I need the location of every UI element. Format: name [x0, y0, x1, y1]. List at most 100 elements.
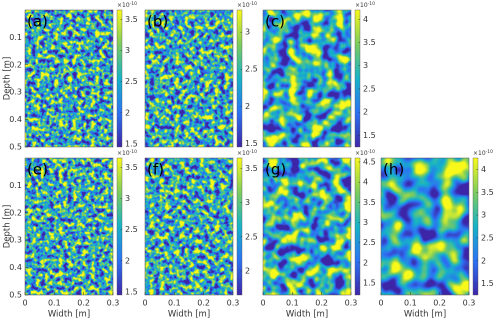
- colorbar-scale: ×10-10: [237, 1, 257, 9]
- x-tick-label: 0.3: [107, 299, 120, 308]
- axes-frame: [24, 9, 114, 148]
- colorbar-tick-label: 2.5: [481, 233, 494, 242]
- colorbar-tick-label: 3: [245, 198, 250, 207]
- colorbar-tick-label: 3: [481, 211, 486, 220]
- axes-frame: [144, 157, 234, 296]
- x-tick-label: 0.3: [227, 299, 240, 308]
- axes-frame: [144, 9, 234, 148]
- heatmap-image: [25, 10, 113, 147]
- colorbar-scale: ×10-10: [355, 1, 375, 9]
- scale-base: ×10: [355, 2, 368, 9]
- colorbar-tick-label: 3.5: [125, 163, 138, 172]
- x-axis-label: Width [m]: [168, 310, 210, 320]
- colorbar: [116, 9, 123, 148]
- colorbar-tick-label: 4.5: [363, 158, 376, 167]
- scale-base: ×10: [237, 150, 250, 157]
- scale-base: ×10: [117, 2, 130, 9]
- x-tick-label: 0.2: [77, 299, 90, 308]
- y-tick-label: 0.1: [9, 181, 22, 190]
- panel-label: (e): [27, 161, 48, 179]
- colorbar-tick-label: 3.5: [481, 188, 494, 197]
- colorbar-tick-label: 3: [125, 194, 130, 203]
- colorbar-tick-label: 2: [363, 108, 368, 117]
- y-tick-label: 0.4: [9, 115, 22, 124]
- x-tick-label: 0: [378, 299, 383, 308]
- panel-label: (b): [147, 13, 168, 31]
- y-tick-label: 0.4: [9, 263, 22, 272]
- y-tick-label: 0.1: [9, 33, 22, 42]
- axes-frame: [262, 157, 352, 296]
- x-axis-label: Width [m]: [286, 310, 328, 320]
- colorbar-tick-label: 3: [125, 46, 130, 55]
- panel-label: (a): [27, 13, 48, 31]
- heatmap-image: [145, 10, 233, 147]
- x-tick-label: 0: [142, 299, 147, 308]
- scale-base: ×10: [473, 150, 486, 157]
- scale-exponent: -10: [130, 1, 137, 7]
- colorbar-tick-label: 2: [363, 258, 368, 267]
- axes-frame: [262, 9, 352, 148]
- colorbar: [116, 157, 123, 296]
- x-tick-label: 0.3: [463, 299, 476, 308]
- colorbar-tick-label: 1.5: [363, 278, 376, 287]
- axes-frame: [24, 157, 114, 296]
- colorbar-tick-label: 2: [245, 267, 250, 276]
- heatmap-image: [381, 158, 469, 295]
- colorbar-tick-label: 1.5: [481, 279, 494, 288]
- colorbar-tick-label: 2.5: [245, 232, 258, 241]
- colorbar-tick-label: 2.5: [125, 77, 138, 86]
- heatmap-image: [263, 158, 351, 295]
- scale-exponent: -10: [250, 1, 257, 7]
- colorbar-tick-label: 2.5: [125, 225, 138, 234]
- y-tick-label: 0.3: [9, 88, 22, 97]
- panel-label: (f): [147, 161, 164, 179]
- colorbar: [354, 157, 361, 296]
- colorbar-tick-label: 1.5: [245, 139, 258, 148]
- colorbar: [472, 157, 479, 296]
- colorbar-tick-label: 3.5: [363, 198, 376, 207]
- colorbar: [236, 9, 243, 148]
- x-tick-label: 0.2: [197, 299, 210, 308]
- colorbar-tick-label: 2: [481, 256, 486, 265]
- colorbar-tick-label: 2.5: [363, 84, 376, 93]
- colorbar-tick-label: 1.5: [125, 139, 138, 148]
- colorbar-tick-label: 2: [245, 102, 250, 111]
- colorbar-tick-label: 1.5: [125, 287, 138, 296]
- y-tick-label: 0.3: [9, 236, 22, 245]
- x-tick-label: 0.1: [404, 299, 417, 308]
- colorbar-tick-label: 2: [125, 108, 130, 117]
- scale-base: ×10: [117, 150, 130, 157]
- colorbar-tick-label: 3.5: [125, 15, 138, 24]
- heatmap-image: [145, 158, 233, 295]
- colorbar-tick-label: 4: [481, 165, 486, 174]
- colorbar-scale: ×10-10: [117, 1, 137, 9]
- y-axis-label: Depth [m]: [3, 205, 13, 249]
- y-tick-label: 0.5: [9, 291, 22, 300]
- colorbar-scale: ×10-10: [237, 149, 257, 157]
- x-tick-label: 0.2: [433, 299, 446, 308]
- x-tick-label: 0: [22, 299, 27, 308]
- colorbar-tick-label: 2.5: [363, 238, 376, 247]
- colorbar-tick-label: 3.5: [245, 164, 258, 173]
- colorbar-tick-label: 4: [363, 15, 368, 24]
- y-tick-label: 0.2: [9, 60, 22, 69]
- x-tick-label: 0.2: [315, 299, 328, 308]
- colorbar-tick-label: 4: [363, 178, 368, 187]
- colorbar: [236, 157, 243, 296]
- colorbar-tick-label: 1.5: [363, 131, 376, 140]
- scale-base: ×10: [355, 150, 368, 157]
- x-tick-label: 0: [260, 299, 265, 308]
- x-tick-label: 0.1: [168, 299, 181, 308]
- panel-label: (c): [265, 13, 285, 31]
- panel-label: (h): [383, 161, 404, 179]
- scale-base: ×10: [237, 2, 250, 9]
- panel-label: (g): [265, 161, 286, 179]
- y-tick-label: 0.2: [9, 208, 22, 217]
- colorbar-scale: ×10-10: [473, 149, 493, 157]
- y-tick-label: 0.5: [9, 143, 22, 152]
- scale-exponent: -10: [486, 149, 493, 155]
- scale-exponent: -10: [130, 149, 137, 155]
- x-tick-label: 0.3: [345, 299, 358, 308]
- heatmap-image: [263, 10, 351, 147]
